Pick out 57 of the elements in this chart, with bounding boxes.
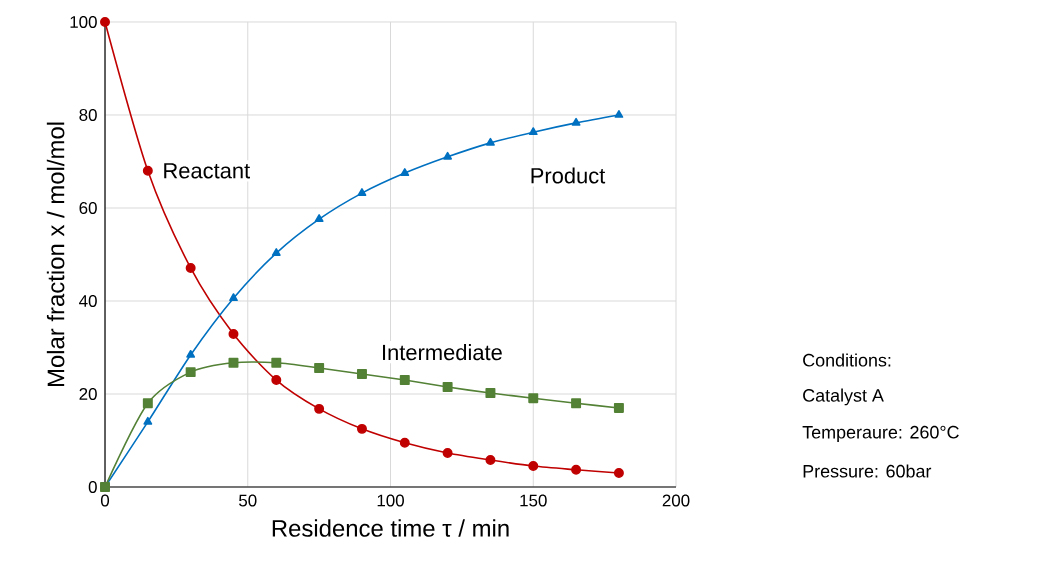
point xyxy=(185,367,196,378)
y-tick-label: 60 xyxy=(79,201,97,214)
point xyxy=(142,165,153,176)
x-tick-label: 0 xyxy=(100,494,110,507)
point xyxy=(271,357,282,368)
text: Conditions: xyxy=(803,353,891,367)
point xyxy=(314,403,325,414)
point xyxy=(228,329,239,339)
point xyxy=(613,468,624,479)
point xyxy=(314,214,324,223)
point xyxy=(229,293,238,302)
point xyxy=(186,349,196,358)
text: Temperaure: 260°C xyxy=(802,425,959,443)
point xyxy=(100,17,110,27)
text: Pressure: 60bar xyxy=(803,464,932,478)
point xyxy=(528,127,538,136)
x-tick-label: 150 xyxy=(520,494,547,507)
point xyxy=(571,398,582,409)
y-tick-label: 40 xyxy=(79,294,97,307)
point xyxy=(614,110,624,118)
point xyxy=(486,137,495,146)
point xyxy=(571,464,582,475)
point xyxy=(528,393,539,404)
x-tick-label: 50 xyxy=(239,494,257,507)
point xyxy=(142,398,153,409)
point xyxy=(485,388,496,399)
x-tick-label: 200 xyxy=(662,494,690,507)
point xyxy=(613,402,624,413)
point xyxy=(399,375,410,386)
point xyxy=(357,188,367,196)
point xyxy=(528,461,539,472)
point xyxy=(314,362,325,373)
point xyxy=(356,423,367,434)
point xyxy=(400,168,410,176)
point xyxy=(271,248,281,256)
y-tick-label: 80 xyxy=(79,108,97,121)
point xyxy=(356,369,367,379)
y-tick-label: 100 xyxy=(70,15,97,28)
series-label: Intermediate xyxy=(383,344,502,361)
text: Catalyst A xyxy=(803,388,884,406)
x-tick-label: 100 xyxy=(377,494,404,507)
y-tick-label: 20 xyxy=(79,387,97,400)
point xyxy=(143,416,153,425)
y-axis-title: Molar fraction x / mol/mol xyxy=(46,122,65,387)
x-axis-title: Residence time τ / min xyxy=(272,519,509,537)
point xyxy=(271,375,282,386)
point xyxy=(443,151,453,160)
y-tick-label: 0 xyxy=(88,480,97,493)
point xyxy=(442,448,453,459)
point xyxy=(399,437,410,448)
point xyxy=(228,357,239,368)
series-label: Reactant xyxy=(164,163,250,179)
point xyxy=(485,455,496,465)
point xyxy=(442,382,453,392)
point xyxy=(185,262,196,273)
point xyxy=(571,117,581,126)
series-label: Product xyxy=(531,167,606,184)
